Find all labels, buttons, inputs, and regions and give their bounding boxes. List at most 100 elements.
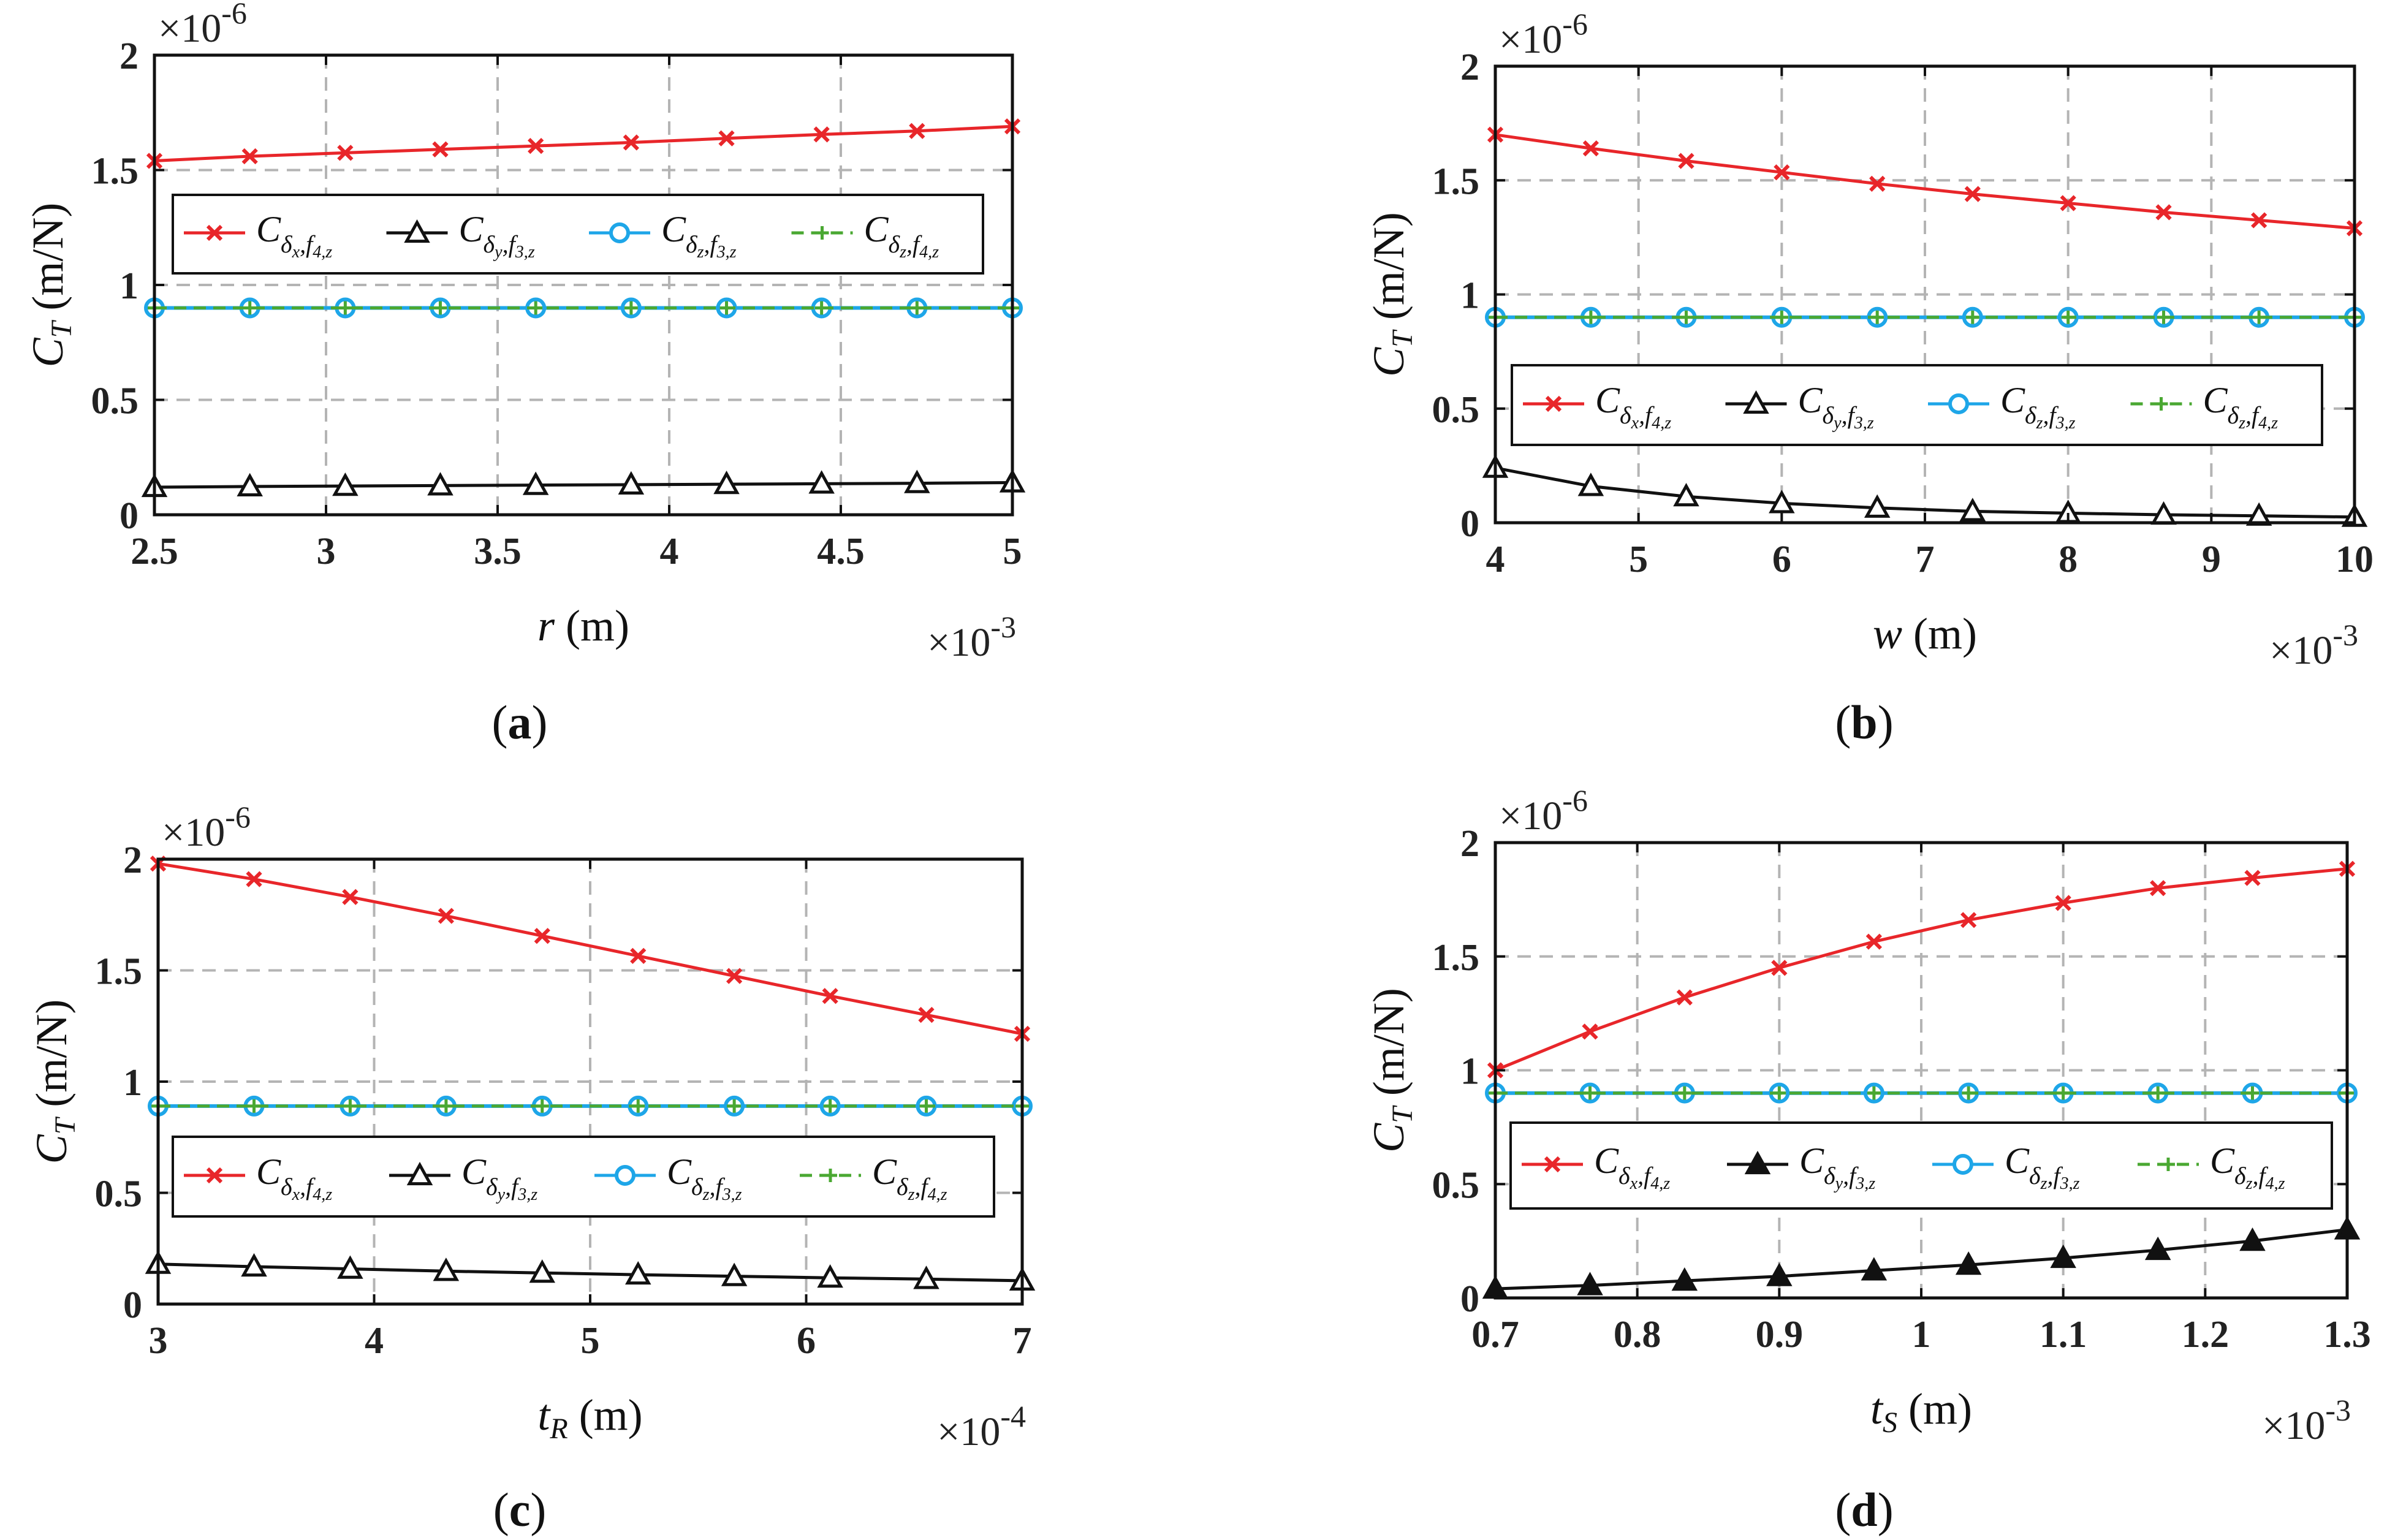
series-2 bbox=[141, 469, 1026, 498]
data-point bbox=[625, 1261, 651, 1285]
legend-item-4: Cδz,f4,z bbox=[2138, 1140, 2285, 1193]
data-point bbox=[1775, 310, 1789, 324]
x-tick-label: 0.9 bbox=[1756, 1314, 1804, 1356]
y-multiplier: ×10-6 bbox=[1499, 7, 1588, 62]
x-tick-label: 1.1 bbox=[2040, 1314, 2087, 1356]
data-point bbox=[1870, 310, 1884, 324]
panel-b: 4 5 6 7 8 9 10 0 0.5 1 1.5 2 ×10-6 ×10-3 w (m) CT (m/N)… bbox=[1364, 7, 2374, 749]
y-tick-label: 2 bbox=[123, 840, 142, 881]
data-point bbox=[727, 1099, 742, 1113]
series-1 bbox=[150, 855, 1031, 1042]
x-tick-label: 8 bbox=[2059, 539, 2078, 580]
y-tick-label: 0.5 bbox=[1432, 389, 1480, 431]
data-point bbox=[718, 130, 735, 146]
data-point bbox=[243, 301, 257, 315]
legend-box bbox=[172, 194, 984, 275]
data-point bbox=[721, 1262, 748, 1286]
data-point bbox=[918, 1006, 935, 1023]
y-tick-label: 0 bbox=[1460, 503, 1479, 545]
data-point bbox=[726, 968, 743, 984]
x-tick-label: 6 bbox=[797, 1320, 816, 1362]
y-tick-label: 0.5 bbox=[1432, 1164, 1480, 1206]
data-point bbox=[909, 123, 925, 139]
data-point bbox=[2061, 310, 2075, 324]
legend-item-3: Cδz,f3,z bbox=[1932, 1140, 2080, 1193]
data-point bbox=[246, 871, 262, 887]
data-point bbox=[343, 1099, 357, 1113]
legend-label: Cδy,f3,z bbox=[1799, 1140, 1875, 1193]
x-axis-label: r (m) bbox=[537, 601, 629, 650]
legend-marker bbox=[615, 1165, 636, 1186]
y-tick-label: 1.5 bbox=[1432, 161, 1480, 202]
y-tick-label: 1.5 bbox=[1432, 937, 1480, 979]
data-point bbox=[713, 470, 740, 495]
data-point bbox=[719, 301, 734, 315]
y-axis-label: CT (m/N) bbox=[23, 203, 78, 368]
y-tick-label: 1 bbox=[123, 1062, 142, 1104]
data-point bbox=[1766, 1262, 1793, 1286]
legend-label: Cδz,f3,z bbox=[661, 209, 737, 262]
data-point bbox=[904, 469, 930, 493]
series-line bbox=[157, 862, 1023, 1036]
data-point bbox=[337, 1255, 363, 1279]
y-tick-label: 1 bbox=[1460, 275, 1479, 317]
data-point bbox=[535, 1099, 549, 1113]
legend-label: Cδz,f4,z bbox=[872, 1151, 947, 1204]
data-point bbox=[433, 1257, 460, 1281]
x-tick-label: 4.5 bbox=[817, 531, 865, 572]
data-point bbox=[332, 472, 359, 496]
panel-a: 2.5 3 3.5 4 4.5 5 0 0.5 1 1.5 2 ×10-6 ×10-3 r (m) CT (… bbox=[23, 0, 1026, 749]
legend-box bbox=[172, 1136, 995, 1218]
data-point bbox=[2055, 895, 2071, 911]
x-tick-label: 1.3 bbox=[2323, 1314, 2371, 1356]
data-point bbox=[817, 1264, 843, 1288]
data-point bbox=[1577, 472, 1604, 496]
panel-caption: (d) bbox=[1835, 1483, 1893, 1536]
panel-caption: (b) bbox=[1835, 696, 1893, 749]
data-point bbox=[2144, 1236, 2171, 1261]
data-point bbox=[913, 1265, 939, 1289]
data-point bbox=[623, 134, 639, 151]
legend-item-3: Cδz,f3,z bbox=[594, 1151, 742, 1204]
data-point bbox=[432, 141, 449, 157]
data-point bbox=[1772, 1086, 1786, 1100]
legend-label: Cδz,f4,z bbox=[2210, 1140, 2285, 1193]
series-2 bbox=[145, 1250, 1036, 1291]
data-point bbox=[529, 1259, 555, 1283]
x-axis-label: tR (m) bbox=[537, 1390, 642, 1445]
panel-c: 3 4 5 6 7 0 0.5 1 1.5 2 ×10-6 ×10-4 tR (m) CT (m/N) Cδ… bbox=[27, 800, 1036, 1536]
data-point bbox=[1869, 175, 1886, 192]
legend-marker bbox=[1545, 395, 1562, 412]
legend-label: Cδx,f4,z bbox=[1595, 380, 1671, 433]
legend-item-3: Cδz,f3,z bbox=[589, 209, 737, 262]
data-point bbox=[433, 301, 447, 315]
x-tick-label: 1 bbox=[1912, 1314, 1931, 1356]
legend-item-2: Cδy,f3,z bbox=[386, 209, 535, 262]
y-tick-label: 1.5 bbox=[95, 951, 143, 993]
x-tick-label: 5 bbox=[1003, 531, 1022, 572]
data-point bbox=[1867, 1086, 1881, 1100]
x-tick-label: 0.7 bbox=[1471, 1314, 1519, 1356]
y-tick-label: 1 bbox=[120, 265, 139, 307]
x-axis-label: tS (m) bbox=[1870, 1384, 1972, 1439]
data-point bbox=[427, 472, 453, 496]
y-tick-label: 0 bbox=[1460, 1278, 1479, 1320]
x-multiplier: ×10-3 bbox=[927, 610, 1016, 665]
data-point bbox=[1771, 960, 1788, 976]
y-axis-label: CT (m/N) bbox=[1364, 988, 1419, 1153]
data-point bbox=[919, 1099, 933, 1113]
data-point bbox=[618, 471, 645, 495]
data-point bbox=[338, 301, 352, 315]
legend-marker bbox=[2161, 1158, 2175, 1171]
x-tick-label: 5 bbox=[581, 1320, 600, 1362]
data-point bbox=[241, 148, 258, 165]
data-point bbox=[2151, 1086, 2165, 1100]
data-point bbox=[2060, 195, 2076, 211]
data-point bbox=[624, 301, 638, 315]
series-line bbox=[154, 124, 1013, 162]
data-point bbox=[237, 472, 263, 496]
data-point bbox=[631, 1099, 645, 1113]
legend-marker bbox=[2154, 397, 2168, 411]
y-multiplier: ×10-6 bbox=[158, 0, 247, 51]
